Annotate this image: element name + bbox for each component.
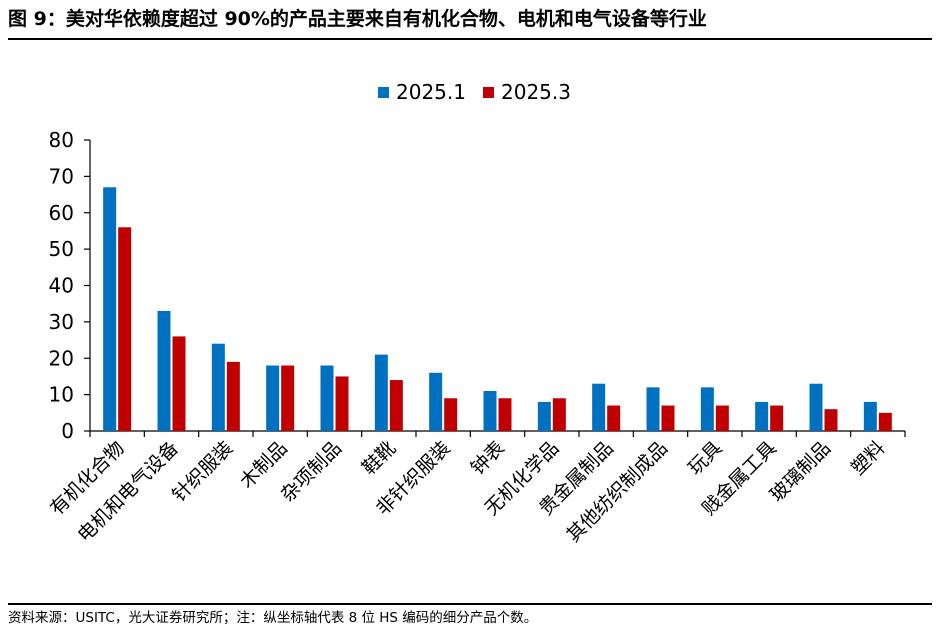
bar-series-group [103,187,892,431]
bar-2025-3 [824,409,838,431]
bar-2025-3 [770,405,784,431]
bar-2025-1 [592,383,606,431]
legend-swatch [378,87,389,98]
bar-2025-3 [607,405,621,431]
bar-2025-1 [320,365,334,431]
y-axis: 0 10 20 30 40 50 60 70 80 [49,128,91,443]
bar-2025-3 [444,398,458,431]
chart-legend: 2025.1 2025.3 [378,80,571,104]
legend-label: 2025.3 [501,80,571,104]
bar-2025-3 [715,405,729,431]
y-tick-label: 10 [49,383,74,407]
bar-2025-3 [878,412,892,431]
bar-2025-3 [661,405,675,431]
y-tick-label: 0 [61,419,74,443]
bar-2025-3 [281,365,295,431]
y-tick-label: 50 [49,237,74,261]
figure-title: 图 9：美对华依赖度超过 90%的产品主要来自有机化合物、电机和电气设备等行业 [8,8,707,30]
category-label: 塑料 [847,437,889,479]
bar-2025-3 [118,227,132,431]
legend-swatch [483,87,494,98]
bar-2025-3 [226,361,240,431]
category-label: 鞋靴 [358,437,400,479]
bar-2025-1 [374,354,388,431]
bar-2025-1 [755,401,769,431]
y-tick-label: 40 [49,274,74,298]
legend-label: 2025.1 [396,80,466,104]
y-tick-label: 80 [49,128,74,152]
bar-2025-3 [389,380,403,431]
category-label: 玻璃制品 [766,437,835,506]
bar-2025-1 [211,343,225,431]
bar-2025-1 [537,401,551,431]
bar-2025-1 [646,387,660,431]
bar-2025-1 [863,401,877,431]
bar-2025-1 [809,383,823,431]
bar-2025-3 [498,398,512,431]
source-note: 资料来源：USITC，光大证券研究所；注：纵坐标轴代表 8 位 HS 编码的细分… [8,610,538,626]
category-label: 针织服装 [168,437,237,506]
category-label: 电机和电气设备 [73,437,183,547]
bar-2025-1 [103,187,117,431]
category-label: 钟表 [467,437,509,479]
bar-2025-1 [266,365,280,431]
y-tick-label: 30 [49,310,74,334]
bar-2025-1 [483,390,497,431]
category-label: 杂项制品 [277,437,346,506]
footer-divider [8,603,932,605]
y-tick-label: 60 [49,201,74,225]
bar-2025-1 [700,387,714,431]
bar-2025-3 [172,336,186,431]
bar-2025-3 [552,398,566,431]
bar-2025-1 [157,310,171,431]
category-label: 玩具 [684,437,726,479]
y-tick-label: 20 [49,346,74,370]
title-divider [8,38,932,40]
bar-2025-1 [429,372,443,431]
y-tick-label: 70 [49,164,74,188]
category-label: 其他纺织制成品 [562,437,672,547]
bar-2025-3 [335,376,349,431]
